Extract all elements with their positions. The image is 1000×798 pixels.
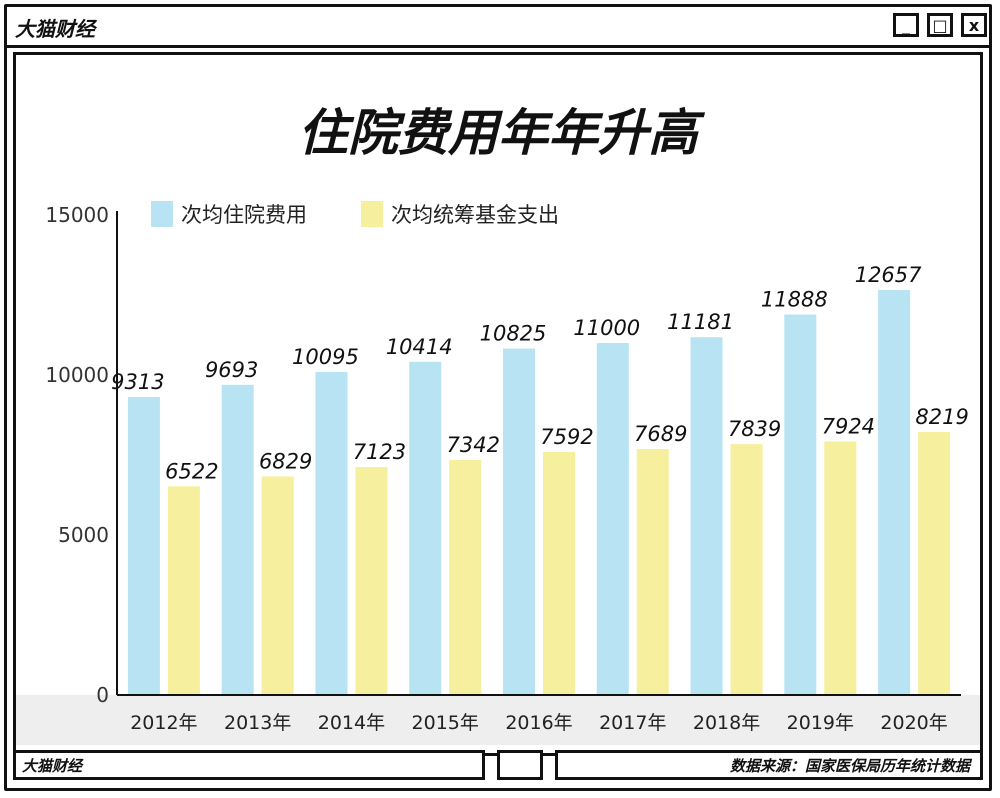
legend-label: 次均统筹基金支出 — [391, 203, 559, 227]
bar-hospital-cost — [596, 343, 629, 695]
x-tick-label: 2015年 — [412, 712, 479, 734]
data-label: 10095 — [292, 345, 359, 369]
bar-fund-expense — [543, 452, 575, 695]
bar-hospital-cost — [315, 371, 348, 695]
bar-chart: 住院费用年年升高 次均住院费用 次均统筹基金支出 0 5000 10000 15000 9… — [16, 104, 980, 745]
data-label: 9313 — [111, 370, 164, 394]
app-window: 大猫财经 _ □ x 住院费用年年升高 次均住院费用 次均统筹基金支出 0 5000… — [4, 4, 992, 791]
data-label: 6522 — [165, 459, 218, 483]
bar-fund-expense — [636, 448, 669, 695]
legend-swatch — [151, 201, 173, 227]
maximize-button[interactable]: □ — [927, 13, 953, 37]
data-label: 9693 — [205, 358, 258, 382]
bar-fund-expense — [167, 486, 200, 695]
data-label: 7839 — [728, 417, 781, 441]
data-label: 8219 — [915, 405, 968, 429]
bar-fund-expense — [730, 444, 763, 695]
bar-hospital-cost — [690, 337, 723, 695]
bar-fund-expense — [824, 441, 857, 695]
bar-hospital-cost — [878, 289, 911, 695]
x-tick-label: 2019年 — [787, 712, 854, 734]
data-label: 10825 — [480, 322, 547, 346]
legend: 次均住院费用 次均统筹基金支出 — [151, 201, 559, 227]
chart-title: 住院费用年年升高 — [298, 104, 706, 162]
data-label: 6829 — [259, 449, 312, 473]
bar-hospital-cost — [503, 348, 535, 695]
baseline-band — [16, 695, 980, 745]
x-tick-label: 2017年 — [599, 712, 666, 734]
legend-label: 次均住院费用 — [181, 203, 307, 227]
y-tick-label: 0 — [96, 683, 109, 707]
bar-fund-expense — [261, 476, 294, 695]
y-tick-label: 15000 — [45, 203, 109, 227]
legend-swatch — [361, 201, 383, 227]
footer-blank-box — [497, 750, 543, 780]
x-tick-label: 2020年 — [880, 712, 947, 734]
data-label: 7592 — [540, 425, 593, 449]
minimize-button[interactable]: _ — [893, 13, 919, 37]
bar-fund-expense — [918, 431, 951, 695]
close-button[interactable]: x — [961, 13, 987, 37]
data-label: 10414 — [386, 335, 453, 359]
y-tick-label: 5000 — [58, 523, 109, 547]
bar-fund-expense — [449, 460, 482, 695]
x-tick-label: 2014年 — [318, 712, 385, 734]
data-label: 11181 — [667, 310, 734, 334]
data-label: 11888 — [761, 288, 828, 312]
x-tick-label: 2013年 — [224, 712, 291, 734]
data-label: 12657 — [855, 263, 922, 287]
bar-hospital-cost — [221, 384, 254, 695]
footer-bar: 大猫财经 数据来源：国家医保局历年统计数据 — [7, 748, 989, 788]
bar-fund-expense — [355, 467, 388, 695]
data-label: 7689 — [634, 422, 687, 446]
bar-hospital-cost — [409, 361, 442, 695]
data-label: 7123 — [353, 440, 406, 464]
chart-panel: 住院费用年年升高 次均住院费用 次均统筹基金支出 0 5000 10000 15000 9… — [13, 52, 983, 756]
data-label: 11000 — [573, 316, 640, 340]
y-tick-label: 10000 — [45, 363, 109, 387]
bar-hospital-cost — [127, 396, 160, 695]
brand-title: 大猫财经 — [15, 17, 95, 41]
footer-brand: 大猫财经 — [13, 750, 485, 780]
data-label: 7342 — [446, 433, 499, 457]
data-label: 7924 — [822, 414, 875, 438]
plot-area: 0 5000 10000 15000 9313 6522 2012年 9693 6829 2013… — [16, 203, 980, 745]
title-bar: 大猫财经 _ □ x — [7, 7, 989, 48]
x-tick-label: 2012年 — [130, 712, 197, 734]
x-tick-label: 2018年 — [693, 712, 760, 734]
x-tick-label: 2016年 — [505, 712, 572, 734]
source-note: 数据来源：国家医保局历年统计数据 — [555, 750, 983, 780]
bar-hospital-cost — [784, 314, 817, 695]
